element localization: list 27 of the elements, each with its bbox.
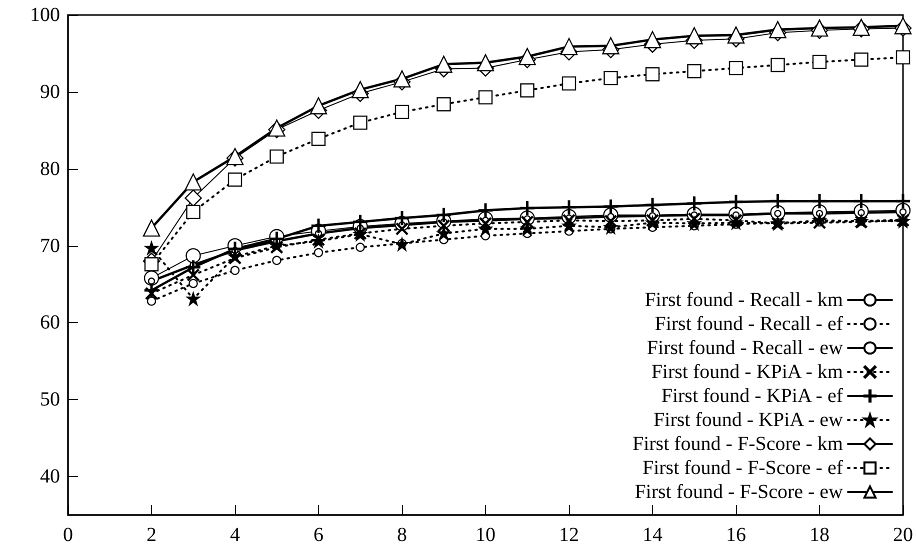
x-tick-label: 6 <box>314 524 324 546</box>
x-tick-label: 14 <box>642 524 662 546</box>
y-tick-label: 50 <box>40 388 60 411</box>
y-tick-label: 70 <box>40 234 60 257</box>
legend-label: First found - F-Score - ew <box>634 481 844 503</box>
y-tick-label: 60 <box>40 312 60 334</box>
x-tick-label: 2 <box>146 524 156 546</box>
y-tick-label: 100 <box>30 4 60 26</box>
legend-label: First found - KPiA - ew <box>654 409 844 431</box>
legend-label: First found - KPiA - km <box>651 361 844 383</box>
y-tick-label: 90 <box>40 80 60 103</box>
x-tick-label: 20 <box>893 524 913 546</box>
legend-label: First found - F-Score - km <box>632 433 844 455</box>
legend-label: First found - Recall - ef <box>654 313 844 335</box>
x-tick-label: 12 <box>559 524 579 546</box>
legend-label: First found - Recall - km <box>644 289 844 311</box>
x-tick-label: 10 <box>476 524 496 546</box>
x-tick-label: 4 <box>230 524 240 546</box>
legend-label: First found - F-Score - ef <box>642 457 844 479</box>
x-tick-label: 16 <box>726 524 746 546</box>
legend-label: First found - KPiA - ef <box>661 385 844 407</box>
y-tick-label: 80 <box>40 158 60 180</box>
x-tick-label: 8 <box>397 524 407 546</box>
y-tick-label: 40 <box>40 466 60 488</box>
x-tick-label: 0 <box>63 524 73 546</box>
legend-label: First found - Recall - ew <box>646 337 844 359</box>
x-tick-label: 18 <box>810 524 830 546</box>
